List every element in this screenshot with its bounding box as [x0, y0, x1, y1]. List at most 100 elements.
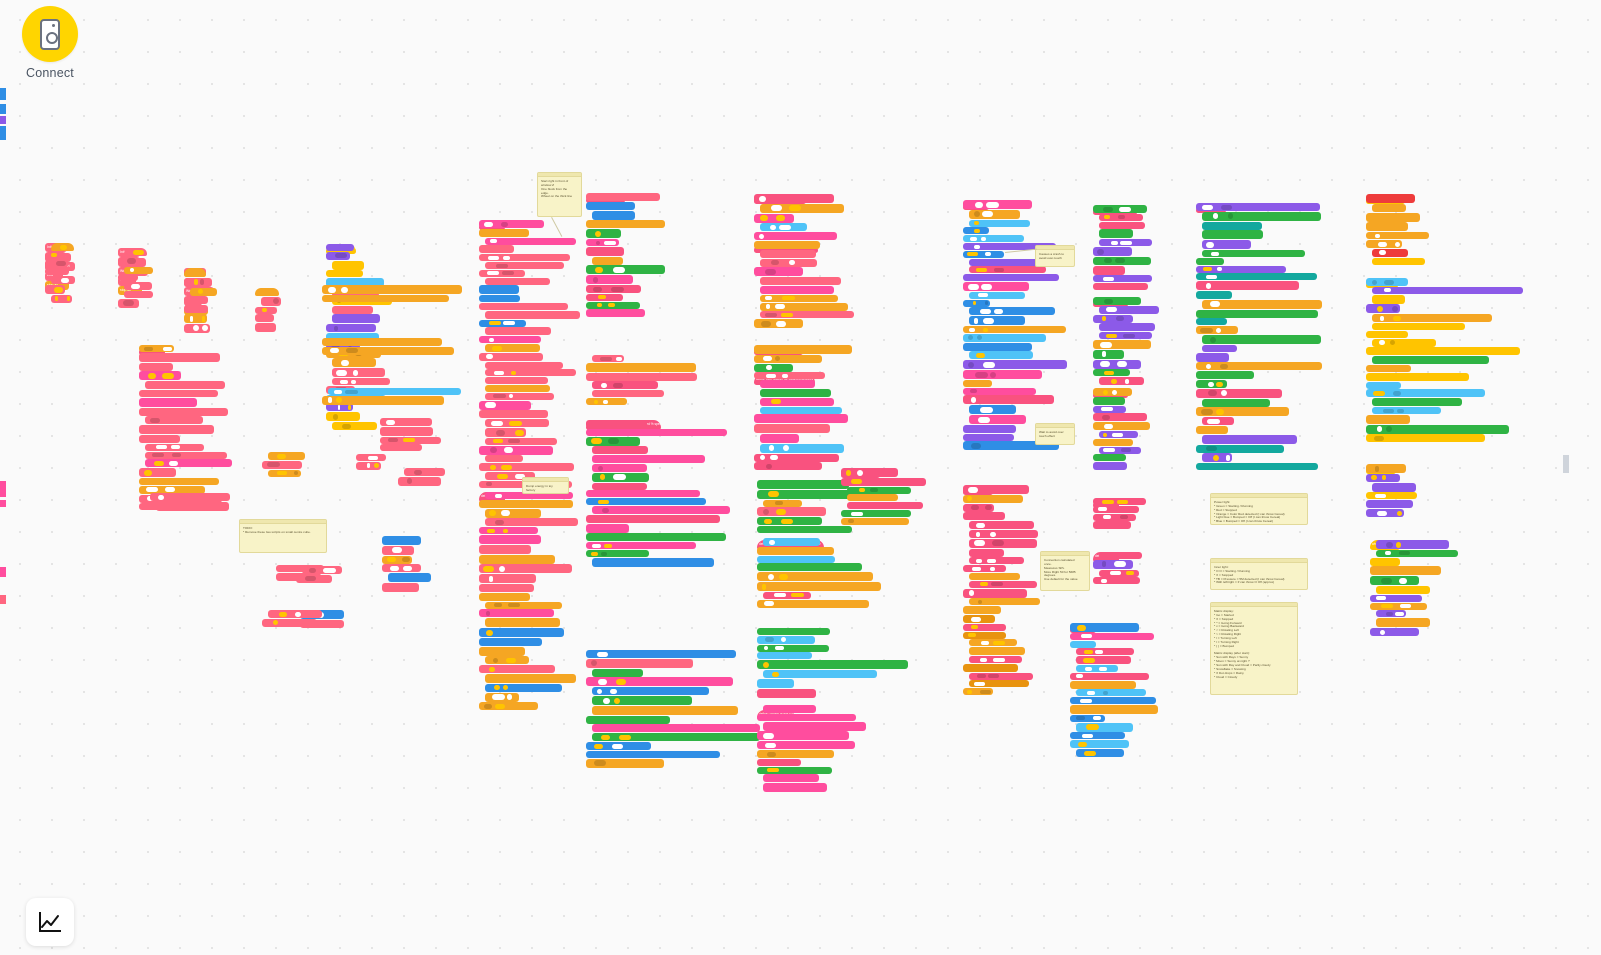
block-field[interactable]	[277, 471, 288, 476]
workspace-block[interactable]	[963, 274, 1060, 282]
block-field[interactable]	[510, 370, 517, 375]
workspace-block[interactable]	[332, 305, 374, 314]
workspace-block[interactable]	[586, 239, 620, 246]
block-field[interactable]	[489, 510, 497, 517]
block-field[interactable]	[1211, 251, 1219, 256]
connect-button[interactable]: Connect	[22, 6, 78, 80]
workspace-block[interactable]	[754, 462, 822, 471]
block-field[interactable]	[980, 283, 992, 290]
block-field[interactable]	[762, 583, 767, 590]
workspace-block[interactable]	[1202, 299, 1323, 309]
note-energy[interactable]: Dump energy in toy factory	[522, 477, 569, 494]
workspace-block[interactable]	[1093, 283, 1149, 291]
block-field[interactable]	[788, 260, 795, 266]
workspace-block[interactable]	[1099, 552, 1142, 559]
workspace-block[interactable]	[757, 572, 874, 582]
block-field[interactable]	[1210, 336, 1216, 343]
block-field[interactable]	[845, 469, 851, 476]
workspace-block[interactable]	[382, 583, 419, 592]
workspace-block[interactable]	[757, 660, 908, 670]
block-field[interactable]	[768, 573, 775, 580]
block-field[interactable]	[489, 239, 497, 244]
workspace-block[interactable]	[1202, 240, 1252, 250]
block-field[interactable]	[190, 315, 193, 322]
block-field[interactable]	[1216, 381, 1224, 387]
workspace-block[interactable]	[841, 477, 927, 486]
workspace-block[interactable]	[969, 291, 1025, 299]
workspace-block[interactable]	[1093, 369, 1130, 377]
workspace-block[interactable]	[1202, 250, 1305, 257]
block-field[interactable]	[600, 551, 607, 556]
note-readme[interactable]: TODO: * Remove these two scripts on smal…	[239, 519, 327, 553]
workspace-block[interactable]	[760, 258, 818, 267]
block-field[interactable]	[1126, 571, 1135, 576]
block-field[interactable]	[771, 205, 782, 212]
workspace-block[interactable]	[45, 285, 66, 294]
workspace-block[interactable]	[586, 533, 727, 542]
workspace-block[interactable]	[586, 309, 645, 318]
workspace-block[interactable]	[1376, 610, 1406, 618]
block-field[interactable]	[764, 268, 777, 275]
workspace-block[interactable]	[760, 406, 843, 414]
workspace-block[interactable]	[479, 410, 549, 419]
block-field[interactable]	[1110, 571, 1122, 576]
block-field[interactable]	[1076, 624, 1086, 631]
note-touch[interactable]: Causes a crash to avoid over-touch	[1035, 245, 1075, 267]
block-field[interactable]	[266, 462, 280, 468]
block-field[interactable]	[774, 646, 785, 651]
block-field[interactable]	[1379, 250, 1386, 256]
block-field[interactable]	[613, 474, 626, 481]
workspace-block[interactable]	[1196, 309, 1318, 318]
workspace-block[interactable]	[1093, 438, 1134, 446]
block-field[interactable]	[596, 303, 603, 308]
block-field[interactable]	[340, 379, 348, 384]
block-field[interactable]	[1116, 499, 1128, 504]
workspace-block[interactable]	[847, 494, 899, 502]
block-field[interactable]	[1103, 432, 1108, 437]
workspace-block[interactable]	[963, 250, 1004, 258]
workspace-block[interactable]	[586, 758, 664, 768]
workspace-block[interactable]	[356, 454, 386, 461]
workspace-block[interactable]	[1093, 462, 1127, 471]
block-field[interactable]	[500, 464, 513, 470]
workspace-block[interactable]	[754, 363, 793, 372]
block-field[interactable]	[1206, 282, 1212, 289]
block-field[interactable]	[973, 228, 981, 233]
block-field[interactable]	[975, 531, 980, 537]
workspace-block[interactable]	[485, 385, 550, 392]
workspace-block[interactable]	[1070, 697, 1157, 705]
block-field[interactable]	[194, 279, 198, 286]
workspace-block[interactable]	[1202, 230, 1263, 240]
block-field[interactable]	[1077, 741, 1088, 747]
block-field[interactable]	[201, 325, 208, 332]
workspace-block[interactable]	[592, 687, 709, 696]
workspace-block[interactable]	[763, 538, 821, 546]
workspace-block[interactable]	[754, 241, 821, 249]
workspace-block[interactable]	[757, 507, 827, 517]
workspace-block[interactable]	[586, 301, 640, 309]
workspace-block[interactable]	[969, 258, 1067, 266]
workspace-block[interactable]	[760, 223, 808, 232]
block-field[interactable]	[488, 575, 494, 582]
workspace-block[interactable]	[1070, 672, 1149, 680]
block-field[interactable]	[1119, 206, 1132, 212]
block-field[interactable]	[509, 420, 522, 426]
block-field[interactable]	[514, 429, 524, 436]
workspace-block[interactable]	[326, 278, 384, 288]
workspace-block[interactable]	[586, 742, 651, 750]
block-field[interactable]	[770, 260, 780, 266]
block-field[interactable]	[1122, 333, 1136, 338]
block-field[interactable]	[791, 593, 804, 598]
workspace-block[interactable]	[963, 615, 995, 623]
block-field[interactable]	[492, 394, 506, 399]
block-field[interactable]	[1393, 315, 1401, 321]
workspace-block[interactable]	[963, 342, 1033, 351]
block-field[interactable]	[766, 751, 777, 757]
block-field[interactable]	[272, 298, 280, 305]
workspace-block[interactable]	[145, 416, 204, 425]
block-field[interactable]	[980, 406, 993, 413]
block-field[interactable]	[1120, 240, 1132, 245]
block-field[interactable]	[1209, 301, 1220, 308]
block-field[interactable]	[612, 266, 626, 273]
